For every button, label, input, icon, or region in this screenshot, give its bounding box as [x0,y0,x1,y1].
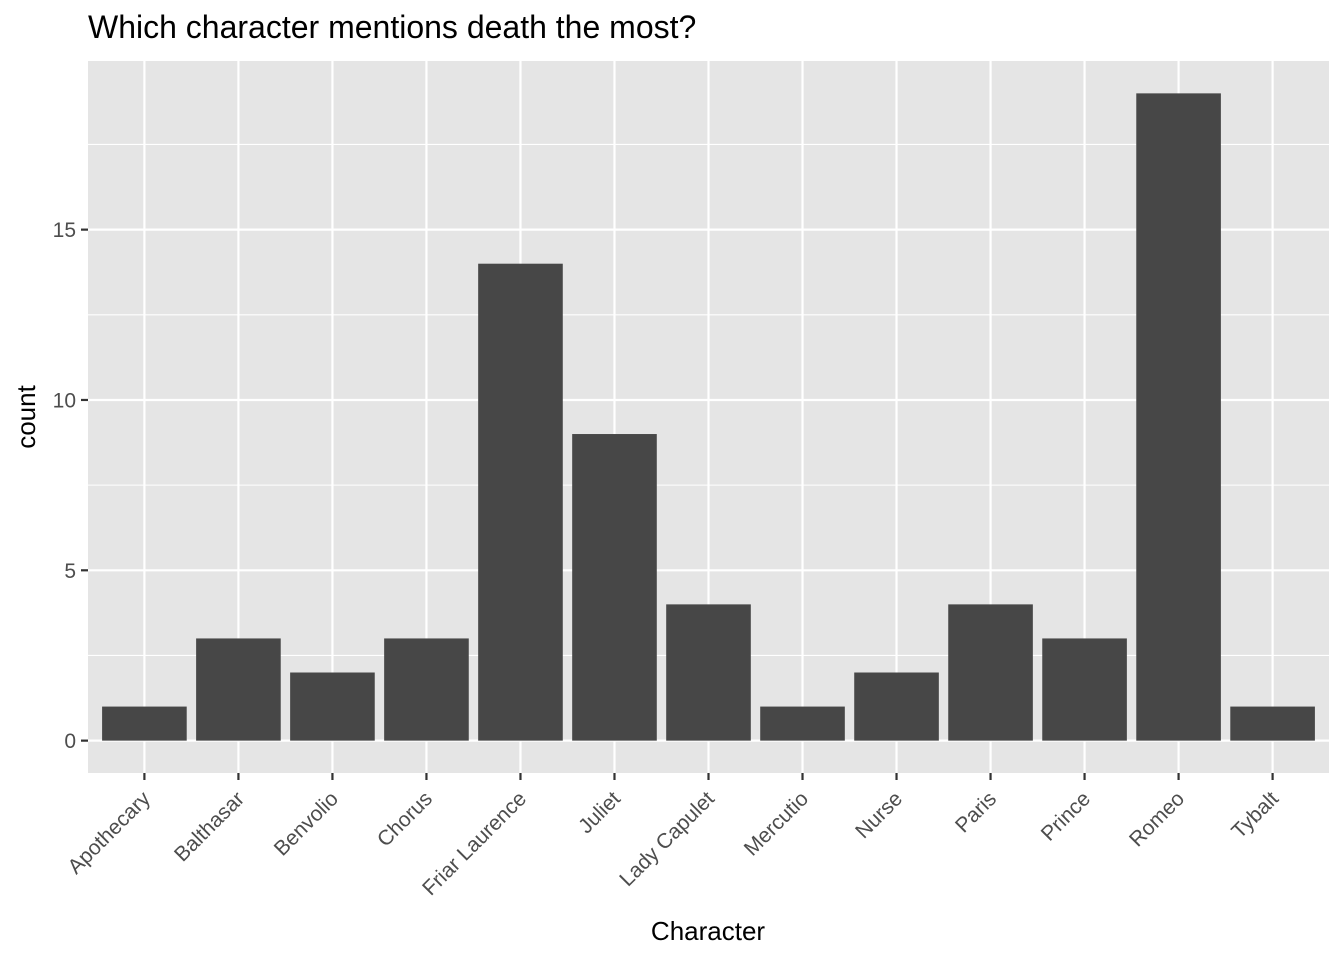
bar [666,604,751,741]
x-tick-label: Mercutio [740,787,813,860]
y-tick-label: 5 [64,560,76,583]
y-tick-label: 10 [53,389,76,412]
x-tick-label: Tybalt [1227,787,1283,843]
y-tick-label: 15 [53,219,76,242]
x-tick-label: Balthasar [170,787,249,866]
bar [948,604,1033,741]
bar [760,706,845,741]
x-tick-label: Nurse [851,787,907,843]
bar [384,638,469,741]
chart-title: Which character mentions death the most? [88,9,696,45]
x-tick-label: Chorus [373,787,437,851]
bar [196,638,281,741]
x-axis-title: Character [651,916,765,946]
x-tick-label: Paris [951,787,1001,837]
bar [854,672,939,741]
x-tick-label: Apothecary [64,787,156,879]
y-tick-label: 0 [64,730,76,753]
bar [290,672,375,741]
bar [572,434,657,741]
bar [1230,706,1315,741]
x-tick-label: Lady Capulet [615,787,719,891]
x-tick-label: Benvolio [270,787,343,860]
bar [478,263,563,741]
y-axis: 0 5 10 15 [53,219,88,753]
bar [1042,638,1127,741]
x-tick-label: Juliet [574,787,625,838]
x-tick-label: Romeo [1125,787,1189,851]
bar [1136,93,1221,741]
x-tick-label: Prince [1037,787,1095,845]
y-axis-title: count [11,384,41,448]
bar [102,706,187,741]
bars [102,93,1315,741]
